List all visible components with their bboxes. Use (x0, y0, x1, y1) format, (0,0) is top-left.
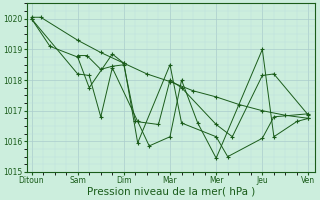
X-axis label: Pression niveau de la mer( hPa ): Pression niveau de la mer( hPa ) (87, 187, 255, 197)
